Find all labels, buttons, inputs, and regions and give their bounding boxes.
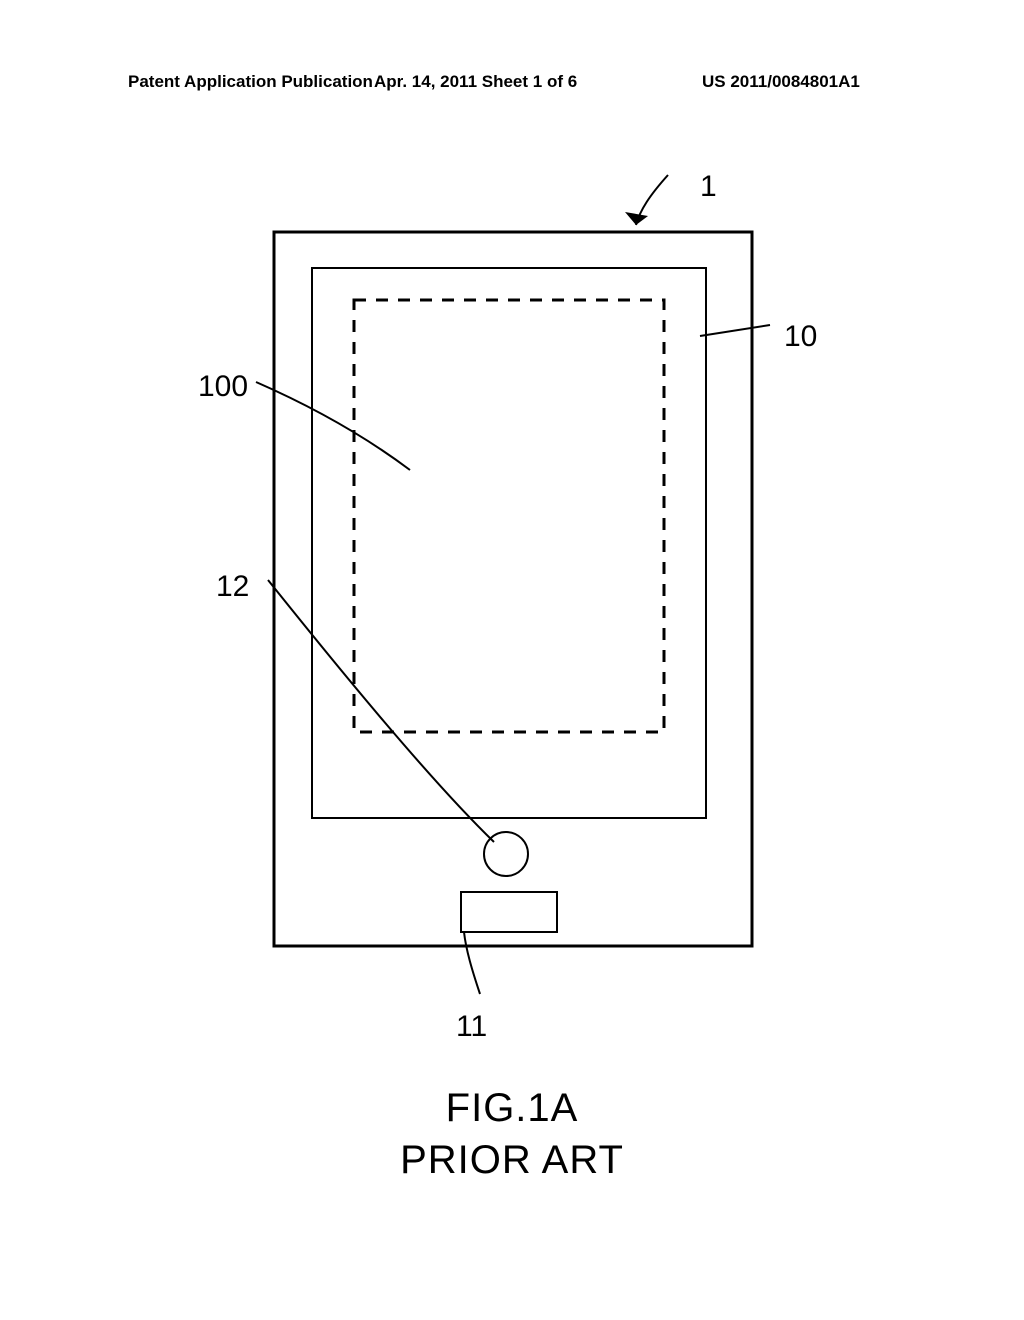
ref-arrow-1-head [625, 212, 648, 225]
page: Patent Application Publication Apr. 14, … [0, 0, 1024, 1320]
leader-line-2 [268, 580, 494, 842]
screen-inner [354, 300, 664, 732]
ref-label-100: 100 [198, 370, 248, 404]
ref-label-10: 10 [784, 320, 817, 354]
ref-label-12: 12 [216, 570, 249, 604]
ref-label-11: 11 [456, 1010, 487, 1044]
device-body [274, 232, 752, 946]
speaker [461, 892, 557, 932]
screen-outer [312, 268, 706, 818]
leader-line-1 [256, 382, 410, 470]
figure-number: FIG.1A [0, 1086, 1024, 1131]
figure-prior-art: PRIOR ART [0, 1138, 1024, 1183]
ref-label-1: 1 [700, 170, 717, 204]
leader-line-3 [464, 932, 480, 994]
leader-line-0 [700, 325, 770, 336]
